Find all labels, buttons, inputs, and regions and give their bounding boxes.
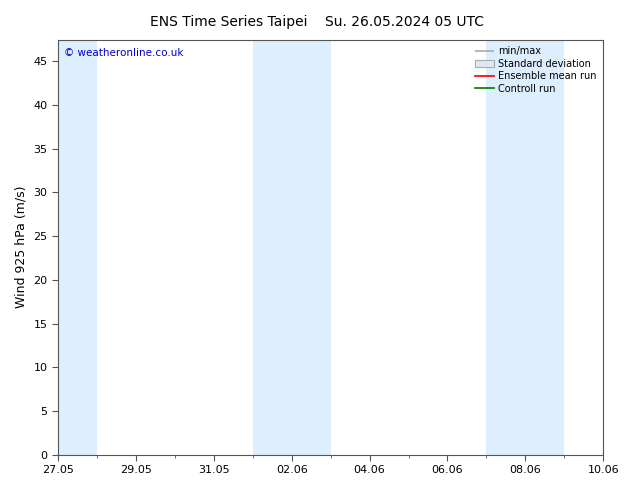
- Legend: min/max, Standard deviation, Ensemble mean run, Controll run: min/max, Standard deviation, Ensemble me…: [472, 45, 598, 96]
- Y-axis label: Wind 925 hPa (m/s): Wind 925 hPa (m/s): [15, 186, 28, 308]
- Bar: [486, 40, 564, 455]
- Text: © weatheronline.co.uk: © weatheronline.co.uk: [63, 48, 183, 58]
- Bar: [253, 40, 331, 455]
- Bar: [58, 40, 97, 455]
- Text: ENS Time Series Taipei    Su. 26.05.2024 05 UTC: ENS Time Series Taipei Su. 26.05.2024 05…: [150, 15, 484, 29]
